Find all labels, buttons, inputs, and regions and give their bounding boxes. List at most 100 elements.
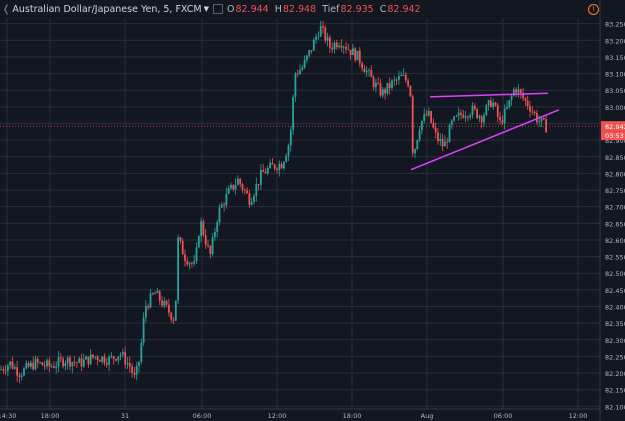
candle-body bbox=[503, 108, 506, 124]
candle-body bbox=[39, 362, 41, 364]
candle-body bbox=[526, 100, 529, 107]
candle-body bbox=[496, 105, 499, 117]
y-tick-label: 82.100 bbox=[605, 403, 625, 411]
candle-body bbox=[25, 363, 28, 369]
candle-body bbox=[480, 116, 483, 123]
candle-body bbox=[142, 317, 145, 343]
candle-body bbox=[64, 363, 67, 367]
candle-body bbox=[207, 244, 209, 246]
candle-body bbox=[365, 70, 368, 73]
candle-body bbox=[140, 342, 143, 362]
candle-body bbox=[145, 305, 147, 318]
candle-body bbox=[243, 189, 246, 191]
y-tick-label: 82.400 bbox=[605, 304, 625, 312]
y-tick-label: 82.800 bbox=[605, 170, 625, 178]
candle-body bbox=[437, 132, 439, 141]
candle-body bbox=[248, 193, 251, 205]
candle-body bbox=[515, 89, 518, 93]
candle-body bbox=[411, 96, 414, 154]
candle-body bbox=[400, 75, 403, 77]
candle-body bbox=[354, 48, 357, 61]
candle-body bbox=[255, 184, 258, 196]
candle-body bbox=[197, 235, 200, 248]
candle-body bbox=[453, 116, 455, 121]
candle-body bbox=[230, 184, 232, 189]
candle-body bbox=[234, 185, 237, 190]
candle-body bbox=[329, 37, 331, 48]
candle-body bbox=[439, 139, 442, 141]
candle-body bbox=[370, 70, 373, 78]
candle-body bbox=[536, 113, 538, 123]
candle-body bbox=[531, 111, 534, 113]
candle-body bbox=[310, 50, 313, 51]
candle-body bbox=[200, 221, 202, 236]
candle-body bbox=[80, 358, 83, 367]
y-tick-label: 83.050 bbox=[605, 87, 625, 95]
close-value: 82.942 bbox=[387, 3, 421, 15]
candle-body bbox=[126, 363, 129, 365]
candle-body bbox=[170, 312, 173, 320]
candle-body bbox=[168, 304, 170, 313]
symbol-title[interactable]: Australian Dollar/Japanese Yen, 5, FXCM bbox=[12, 3, 202, 15]
candle-body bbox=[172, 319, 175, 321]
candle-body bbox=[542, 118, 545, 120]
candle-body bbox=[59, 357, 62, 359]
candle-body bbox=[478, 116, 481, 118]
y-tick-label: 83.200 bbox=[605, 37, 625, 45]
candle-body bbox=[423, 114, 426, 121]
candle-body bbox=[179, 237, 182, 241]
candle-body bbox=[335, 42, 338, 48]
candle-body bbox=[529, 106, 531, 112]
candle-body bbox=[257, 184, 260, 185]
candle-body bbox=[101, 356, 104, 362]
candle-body bbox=[191, 262, 193, 264]
candle-body bbox=[381, 89, 384, 96]
candle-body bbox=[306, 55, 308, 61]
countdown-label: 03:53 bbox=[605, 132, 624, 140]
candle-body bbox=[469, 115, 472, 118]
candle-body bbox=[4, 370, 7, 372]
candle-body bbox=[161, 300, 163, 306]
open-value: 82.944 bbox=[235, 3, 269, 15]
candle-body bbox=[237, 178, 239, 186]
candle-body bbox=[540, 118, 543, 122]
candle-body bbox=[538, 121, 541, 123]
collapse-arrow-icon[interactable]: ❬ bbox=[2, 3, 11, 15]
chevron-down-icon[interactable]: ▼ bbox=[203, 5, 209, 13]
candle-body bbox=[395, 79, 398, 81]
y-tick-label: 82.300 bbox=[605, 337, 625, 345]
candle-body bbox=[0, 369, 2, 370]
candle-body bbox=[34, 358, 37, 370]
candle-body bbox=[289, 129, 292, 146]
candle-body bbox=[457, 112, 460, 116]
y-tick-label: 82.250 bbox=[605, 353, 625, 361]
candle-body bbox=[220, 204, 223, 208]
info-icon[interactable]: ! bbox=[588, 4, 599, 15]
candle-body bbox=[499, 116, 501, 121]
candle-body bbox=[89, 354, 92, 365]
candle-body bbox=[283, 162, 285, 169]
candle-body bbox=[154, 293, 156, 295]
candle-body bbox=[87, 356, 90, 365]
candle-body bbox=[117, 356, 120, 361]
high-label: H bbox=[274, 3, 282, 15]
candle-body bbox=[494, 102, 497, 106]
candle-body bbox=[96, 356, 99, 361]
candle-body bbox=[533, 111, 536, 114]
y-tick-label: 82.200 bbox=[605, 370, 625, 378]
candle-body bbox=[485, 105, 488, 116]
x-tick-label: 12:00 bbox=[268, 412, 287, 420]
candle-body bbox=[43, 365, 46, 367]
candle-body bbox=[434, 127, 437, 133]
candle-body bbox=[131, 366, 133, 373]
candles-group bbox=[0, 20, 547, 384]
candle-body bbox=[455, 115, 458, 117]
settings-box-icon[interactable] bbox=[212, 4, 223, 14]
candle-body bbox=[416, 140, 419, 150]
candle-body bbox=[358, 50, 361, 64]
chart-header: ❬ Australian Dollar/Japanese Yen, 5, FXC… bbox=[0, 0, 427, 18]
candle-body bbox=[82, 359, 85, 367]
candle-body bbox=[99, 360, 101, 362]
candle-body bbox=[377, 82, 380, 84]
